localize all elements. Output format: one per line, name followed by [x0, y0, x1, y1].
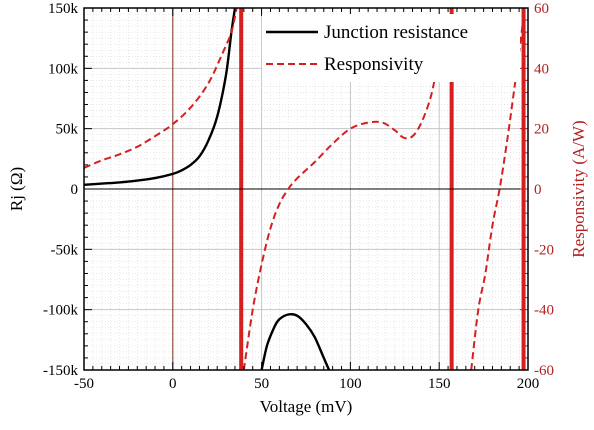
x-tick-labels: -50 0 50 100 150 200 [74, 376, 539, 392]
x-tick-label: -50 [74, 376, 94, 392]
legend: Junction resistance Responsivity [262, 14, 520, 82]
series-junction-resistance-segment-0 [84, 8, 237, 186]
x-axis-title: Voltage (mV) [260, 397, 353, 416]
y-left-tick-label: -100k [43, 303, 78, 319]
x-tick-label: 100 [339, 376, 362, 392]
y-left-tick-label: -50k [51, 242, 79, 258]
y-right-tick-label: 20 [534, 122, 549, 138]
y-left-tick-label: 50k [56, 122, 79, 138]
y-right-tick-label: -40 [534, 303, 554, 319]
y-left-tick-labels: 150k 100k 50k 0 -50k -100k -150k [43, 1, 79, 379]
y-left-tick-label: 150k [48, 1, 79, 17]
y-right-axis-title: Responsivity (A/W) [569, 120, 588, 257]
x-tick-label: 50 [254, 376, 269, 392]
y-left-tick-label: 0 [71, 182, 79, 198]
series-junction-resistance-segment-1 [260, 312, 331, 370]
y-right-tick-label: 40 [534, 61, 549, 77]
y-right-tick-label: 60 [534, 1, 549, 17]
y-right-tick-labels: 60 40 20 0 -20 -40 -60 [534, 1, 554, 379]
x-tick-label: 150 [428, 376, 451, 392]
y-left-tick-label: -150k [43, 363, 78, 379]
x-tick-label: 0 [169, 376, 177, 392]
y-left-axis-title: Rj (Ω) [7, 167, 26, 211]
x-tick-label: 200 [517, 376, 540, 392]
series-responsivity-segment-0 [84, 8, 238, 169]
y-right-tick-label: 0 [534, 182, 542, 198]
legend-label-responsivity: Responsivity [324, 54, 424, 75]
plot-frame [83, 7, 529, 371]
y-left-tick-label: 100k [48, 61, 79, 77]
y-right-tick-label: -60 [534, 363, 554, 379]
series-responsivity-segment-1 [242, 74, 437, 370]
legend-background [262, 14, 520, 82]
y-right-tick-label: -20 [534, 242, 554, 258]
legend-label-junction-resistance: Junction resistance [324, 22, 468, 43]
